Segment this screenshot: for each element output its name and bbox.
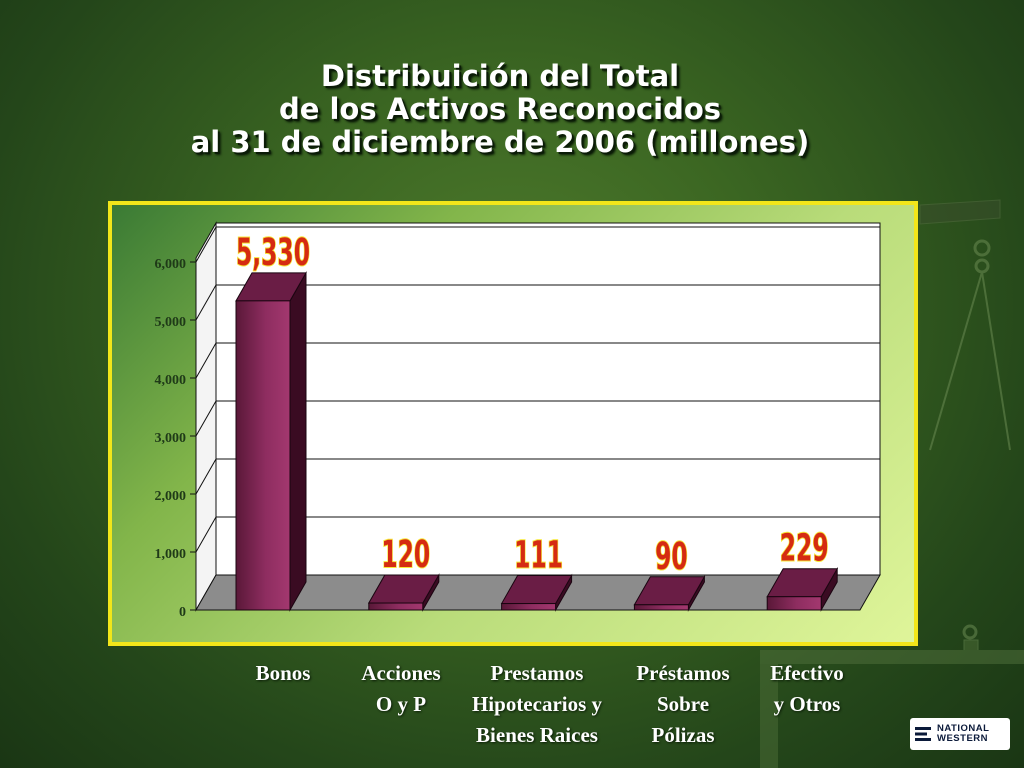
data-label: 5,330 — [236, 231, 310, 274]
title-line-2: de los Activos Reconocidos — [278, 92, 722, 126]
gridline — [195, 516, 880, 553]
chart-title: Distribuición del Total de los Activos R… — [0, 60, 1000, 159]
bar — [367, 573, 440, 612]
bar-front — [368, 602, 424, 611]
logo-mark-icon — [915, 727, 931, 741]
category-label-line: Bonos — [255, 661, 311, 685]
data-label: 229 — [780, 527, 829, 570]
gridline — [195, 400, 880, 437]
bar — [633, 574, 706, 612]
category-label: Prestamos Hipotecarios y Bienes Raices — [452, 658, 622, 751]
gridline — [195, 284, 880, 321]
y-tick-label: 2,000 — [155, 489, 187, 504]
bar-front — [633, 604, 689, 611]
category-label-line: Sobre — [656, 692, 710, 716]
national-western-logo: NATIONAL WESTERN — [910, 718, 1010, 750]
logo-line-2: WESTERN — [937, 733, 988, 744]
y-tick-label: 4,000 — [155, 373, 187, 388]
bar-front — [501, 603, 557, 611]
category-label-line: Pólizas — [651, 723, 715, 747]
y-tick-label: 5,000 — [155, 315, 187, 330]
y-tick-label: 0 — [179, 605, 186, 620]
category-label-line: Hipotecarios y — [471, 692, 603, 716]
gridline — [195, 458, 880, 495]
bar — [500, 573, 573, 612]
data-label: 111 — [514, 534, 563, 577]
chart-side-wall — [195, 221, 217, 612]
category-label: Acciones O y P — [316, 658, 486, 720]
y-tick-label: 6,000 — [155, 257, 187, 272]
gridline — [195, 226, 880, 263]
y-tick-label: 3,000 — [155, 431, 187, 446]
category-label-line: y Otros — [773, 692, 841, 716]
bar-front — [766, 596, 822, 611]
category-label-line: O y P — [375, 692, 427, 716]
bar-front — [235, 300, 291, 611]
chart-back-wall — [215, 222, 881, 576]
bar-side — [289, 270, 307, 612]
title-line-1: Distribuición del Total — [320, 59, 680, 93]
data-label: 120 — [381, 533, 430, 576]
title-line-3: al 31 de diciembre de 2006 (millones) — [190, 125, 810, 159]
bar — [235, 270, 307, 612]
y-tick-label: 1,000 — [155, 547, 187, 562]
category-label-line: Prestamos — [490, 661, 584, 685]
bar — [766, 566, 839, 612]
category-label: Bonos — [198, 658, 368, 689]
category-label-line: Efectivo — [770, 661, 844, 685]
category-label-line: Acciones — [361, 661, 441, 685]
category-label: Efectivo y Otros — [722, 658, 892, 720]
data-label: 90 — [655, 535, 688, 578]
category-label-line: Bienes Raices — [476, 723, 598, 747]
gridline — [195, 342, 880, 379]
category-label: Préstamos Sobre Pólizas — [598, 658, 768, 751]
logo-line-1: NATIONAL — [937, 723, 990, 734]
category-label-line: Préstamos — [636, 661, 730, 685]
